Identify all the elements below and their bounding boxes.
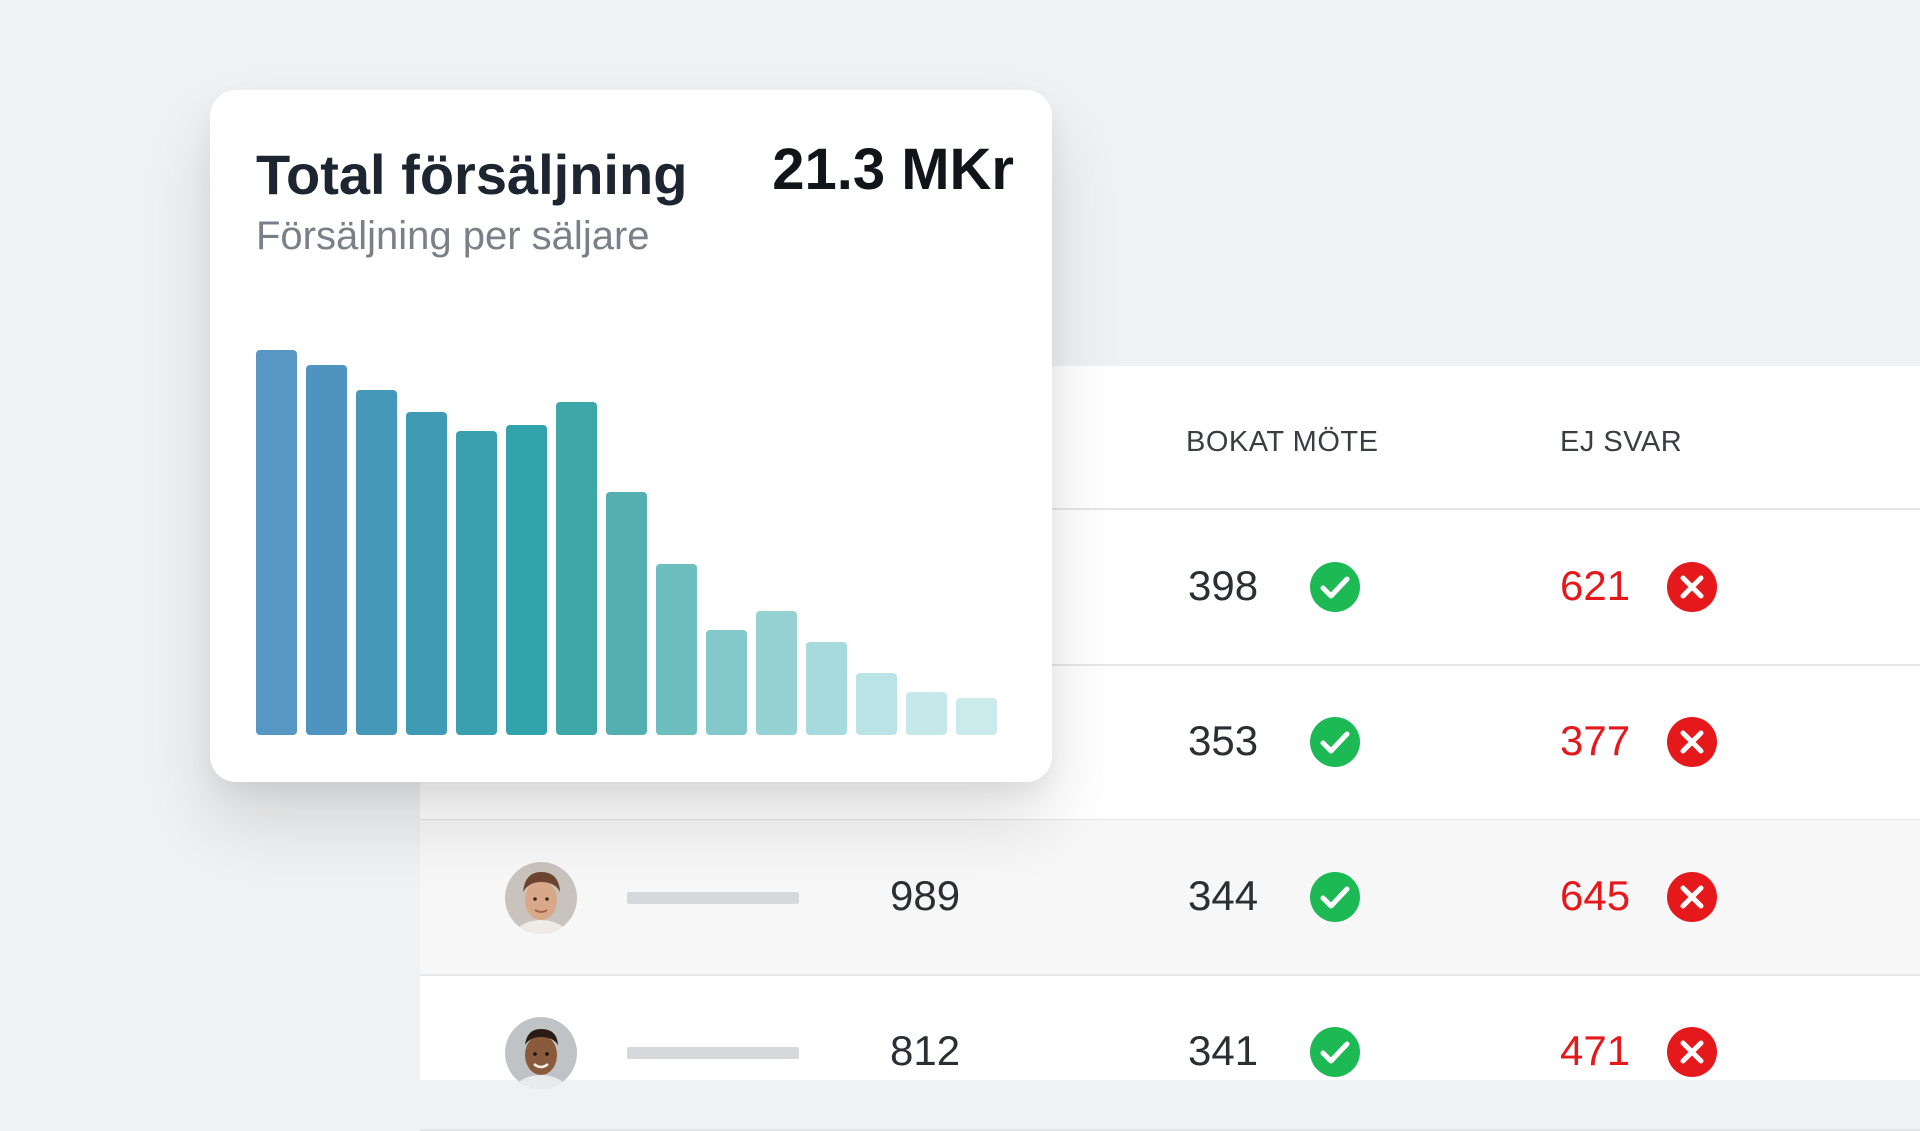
table-row[interactable]: 398 621 <box>420 510 1920 666</box>
chart-bar-9 <box>656 564 697 735</box>
avatar <box>505 862 577 934</box>
total-count: 989 <box>890 872 961 919</box>
name-placeholder-bar <box>627 1047 799 1059</box>
check-circle-icon <box>1310 872 1360 922</box>
chart-bar-13 <box>856 673 897 735</box>
no-answer-count: 377 <box>1560 717 1631 764</box>
check-circle-icon <box>1310 717 1360 767</box>
booked-count: 344 <box>1188 872 1259 919</box>
x-circle-icon <box>1667 1027 1717 1077</box>
column-header-booked[interactable]: BOKAT MÖTE <box>1186 426 1379 458</box>
check-circle-icon <box>1310 562 1360 612</box>
column-header-no-answer[interactable]: EJ SVAR <box>1560 426 1683 458</box>
total-count: 812 <box>890 1027 961 1074</box>
sales-chart-card: Total försäljning Försäljning per säljar… <box>210 90 1052 782</box>
avatar <box>505 1017 577 1089</box>
chart-bar-1 <box>256 350 297 735</box>
chart-bar-5 <box>456 431 497 735</box>
chart-bar-14 <box>906 692 947 735</box>
chart-bar-6 <box>506 425 547 735</box>
table-header: BOKAT MÖTE EJ SVAR <box>420 366 1920 510</box>
chart-bar-4 <box>406 412 447 735</box>
card-title: Total försäljning <box>256 143 688 206</box>
no-answer-count: 645 <box>1560 872 1631 919</box>
table-row[interactable]: 812 341 471 <box>420 975 1920 1131</box>
chart-bar-3 <box>356 390 397 735</box>
no-answer-count: 471 <box>1560 1027 1631 1074</box>
chart-bar-11 <box>756 611 797 735</box>
sales-bar-chart <box>256 350 997 735</box>
x-circle-icon <box>1667 872 1717 922</box>
chart-bar-8 <box>606 492 647 735</box>
x-circle-icon <box>1667 717 1717 767</box>
no-answer-count: 621 <box>1560 562 1631 609</box>
table-row[interactable]: 353 377 <box>420 665 1920 821</box>
chart-bar-12 <box>806 642 847 735</box>
table-row[interactable]: 989 344 645 <box>420 820 1920 976</box>
chart-bar-10 <box>706 630 747 735</box>
x-circle-icon <box>1667 562 1717 612</box>
booked-count: 398 <box>1188 562 1259 609</box>
chart-bar-7 <box>556 402 597 735</box>
chart-bar-2 <box>306 365 347 735</box>
total-sales-value: 21.3 MKr <box>772 137 1014 202</box>
check-circle-icon <box>1310 1027 1360 1077</box>
card-subtitle: Försäljning per säljare <box>256 214 650 258</box>
booked-count: 353 <box>1188 717 1259 764</box>
booked-count: 341 <box>1188 1027 1259 1074</box>
name-placeholder-bar <box>627 892 799 904</box>
chart-bar-15 <box>956 698 997 735</box>
